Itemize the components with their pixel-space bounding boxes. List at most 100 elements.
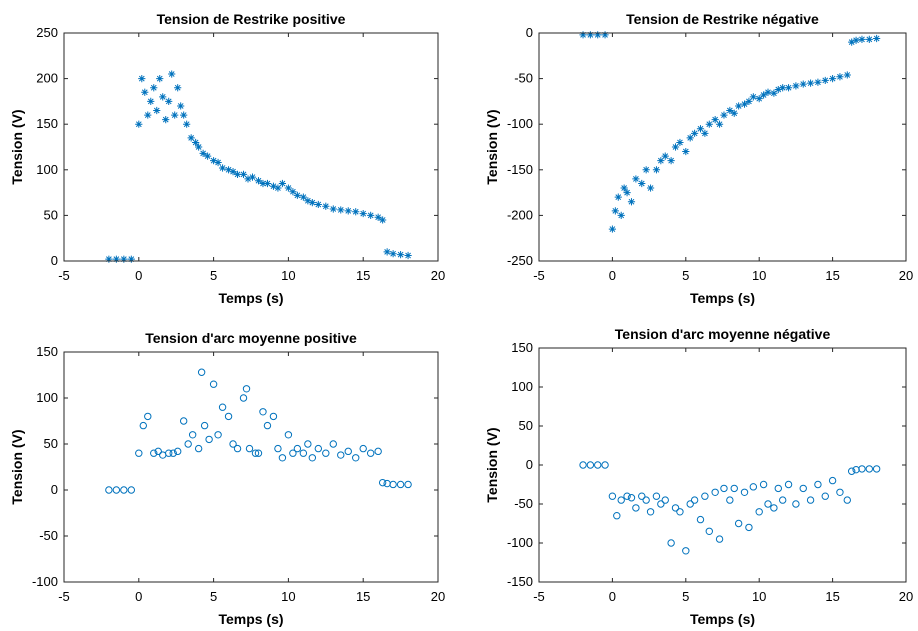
data-point	[229, 168, 237, 176]
x-tick-label: -5	[533, 268, 545, 283]
data-point	[259, 179, 267, 188]
y-tick-label: 100	[511, 379, 533, 394]
data-point	[293, 191, 301, 199]
y-tick-label: 50	[519, 418, 533, 433]
data-point	[617, 496, 625, 504]
data-point	[735, 102, 743, 110]
data-point	[720, 484, 728, 493]
data-point	[293, 444, 302, 453]
data-point	[229, 440, 237, 448]
data-point	[192, 138, 200, 147]
y-tick-label: 0	[51, 253, 58, 268]
data-point	[299, 193, 307, 201]
x-tick-label: 20	[899, 268, 913, 283]
data-point	[224, 166, 233, 174]
data-point	[199, 149, 207, 157]
x-axis-label: Temps (s)	[218, 611, 283, 627]
data-point	[617, 211, 625, 219]
y-axis-label: Tension (V)	[9, 109, 25, 184]
x-axis-label: Temps (s)	[690, 611, 755, 627]
y-tick-label: 0	[526, 25, 533, 40]
data-point	[579, 461, 587, 469]
data-point	[150, 449, 158, 457]
data-point	[214, 158, 222, 167]
data-points	[579, 461, 881, 555]
y-tick-label: 100	[36, 390, 58, 405]
data-point	[705, 120, 713, 128]
data-point	[205, 435, 213, 444]
data-point	[378, 478, 387, 487]
data-point	[734, 519, 743, 528]
data-point	[690, 496, 699, 504]
data-point	[638, 492, 646, 500]
x-tick-label: -5	[533, 589, 545, 604]
data-point	[314, 444, 323, 453]
data-point	[135, 120, 143, 128]
data-point	[404, 251, 412, 260]
data-point	[150, 84, 158, 92]
data-point	[701, 492, 709, 500]
data-point	[259, 408, 267, 416]
data-point	[254, 449, 263, 457]
panel-restrike-positive: Tension de Restrike positive Temps (s) T…	[9, 11, 445, 306]
data-point	[322, 449, 330, 457]
data-point	[627, 198, 636, 206]
data-point	[284, 431, 293, 439]
x-tick-label: 15	[356, 268, 370, 283]
data-point	[671, 143, 680, 151]
x-tick-label: 0	[135, 589, 142, 604]
data-point	[779, 84, 787, 92]
data-point	[821, 76, 829, 85]
panel-restrike-negative: Tension de Restrike négative Temps (s) T…	[484, 11, 913, 306]
data-point	[179, 417, 188, 425]
data-point	[821, 492, 829, 500]
data-point	[233, 444, 242, 453]
data-point	[652, 166, 661, 174]
data-point	[745, 97, 753, 105]
x-axis-label: Temps (s)	[690, 290, 755, 306]
y-tick-label: 250	[36, 25, 58, 40]
data-point	[314, 200, 322, 209]
data-point	[770, 504, 778, 512]
data-point	[586, 31, 594, 39]
data-point	[174, 84, 182, 92]
data-point	[627, 494, 636, 502]
x-tick-label: 5	[682, 589, 689, 604]
y-tick-label: -200	[507, 207, 533, 222]
x-axis-label: Temps (s)	[218, 290, 283, 306]
y-axis-label: Tension (V)	[484, 109, 500, 184]
data-point	[792, 82, 800, 90]
data-point	[105, 255, 113, 263]
data-point	[608, 492, 617, 500]
data-point	[682, 147, 690, 156]
data-point	[872, 465, 881, 473]
data-point	[774, 85, 782, 94]
data-point	[263, 179, 272, 188]
data-point	[764, 500, 772, 508]
data-point	[173, 447, 182, 456]
data-point	[154, 447, 162, 456]
chart-title: Tension de Restrike positive	[157, 11, 346, 27]
data-point	[284, 184, 292, 192]
data-point	[224, 412, 233, 421]
data-point	[274, 444, 282, 453]
data-point	[144, 412, 152, 421]
data-point	[194, 444, 203, 453]
data-point	[112, 486, 121, 494]
data-point	[843, 496, 851, 504]
x-tick-label: 20	[431, 589, 445, 604]
data-point	[852, 36, 860, 44]
data-point	[397, 251, 405, 259]
data-point	[171, 111, 179, 119]
y-tick-label: -100	[507, 535, 533, 550]
x-tick-label: 15	[356, 589, 370, 604]
data-point	[667, 157, 675, 165]
y-tick-label: -100	[507, 116, 533, 131]
data-point	[197, 368, 206, 376]
data-point	[367, 211, 375, 219]
data-point	[245, 444, 254, 453]
data-point	[269, 412, 278, 421]
data-point	[308, 199, 316, 207]
